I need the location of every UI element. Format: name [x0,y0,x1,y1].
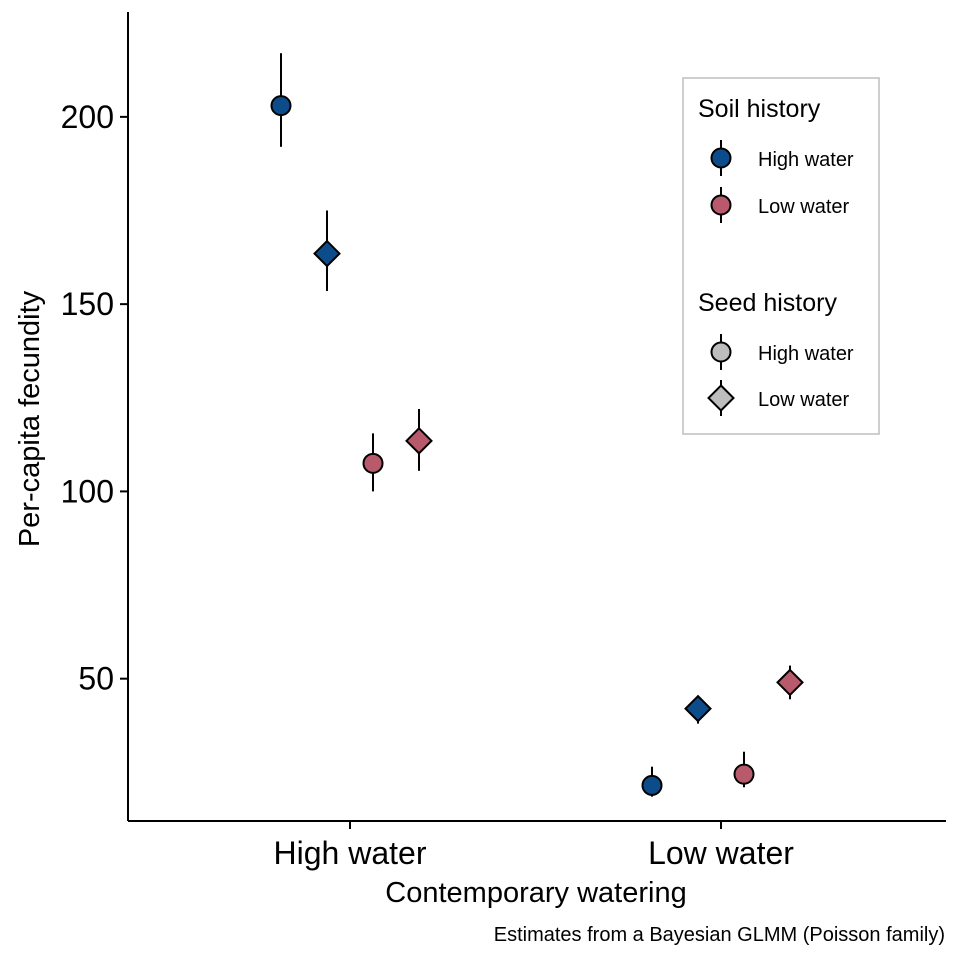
y-tick-label: 150 [61,286,114,322]
legend-key-soil [710,147,732,169]
x-tick-label: Low water [648,835,794,871]
legend-soil-item-label: Low water [758,196,849,218]
legend-seed-item-label: Low water [758,389,849,411]
legend-key-seed [710,341,732,363]
data-point [641,774,663,796]
y-tick-label: 50 [78,661,114,697]
legend-seed-title: Seed history [698,289,837,317]
data-point [270,95,292,117]
data-point [776,668,804,697]
chart-caption: Estimates from a Bayesian GLMM (Poisson … [494,924,945,946]
legend-keys [707,140,735,416]
legend-key-seed [707,384,735,412]
y-tick-label: 200 [61,99,114,135]
data-marks [270,53,804,797]
data-point [684,694,712,723]
data-point [733,763,755,785]
y-tick-label: 100 [61,473,114,509]
y-axis-title: Per-capita fecundity [14,290,46,547]
x-axis-title: Contemporary watering [385,877,686,909]
legend-soil-item-label: High water [758,149,854,171]
legend-box [682,77,880,435]
data-point [362,452,384,474]
x-tick-label: High water [274,835,427,871]
legend: Soil history High water Low water Seed h… [682,77,880,435]
data-point [405,426,433,455]
legend-key-soil [710,194,732,216]
legend-soil-title: Soil history [698,95,821,123]
plot-area: 50 100 150 200 High water Low water [61,12,946,871]
legend-seed-item-label: High water [758,343,854,365]
data-point [313,239,341,268]
